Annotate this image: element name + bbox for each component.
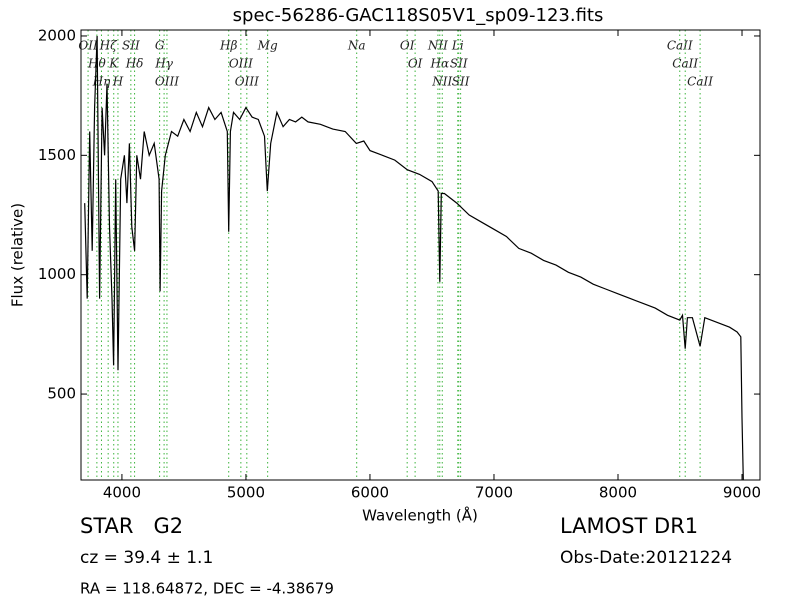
annotation-label: Hη <box>92 75 111 89</box>
y-tick-label: 500 <box>47 385 76 403</box>
annotation-label: CaII <box>672 57 698 71</box>
annotation-label: OIII <box>235 75 259 89</box>
plot-frame <box>80 29 761 481</box>
annotation-label: SII <box>452 75 470 89</box>
x-tick-label: 8000 <box>599 484 637 502</box>
annotation-label: SII <box>122 39 140 53</box>
annotation-label: OIII <box>155 75 179 89</box>
annotation-label: SII <box>450 57 468 71</box>
annotation-label: Hδ <box>125 57 144 71</box>
annotation-label: Hα <box>429 57 449 71</box>
annotation-label: Hγ <box>154 57 173 71</box>
object-class: STAR G2 <box>80 514 183 538</box>
annotation-label: Hβ <box>219 39 237 53</box>
annotation-label: G <box>155 39 165 53</box>
spectrum-line <box>84 35 744 480</box>
annotation-label: Mg <box>257 39 278 53</box>
annotation-label: Hζ <box>99 39 118 53</box>
y-tick-label: 1500 <box>38 146 76 164</box>
annotation-label: OI <box>400 39 415 53</box>
coordinates: RA = 118.64872, DEC = -4.38679 <box>80 580 334 598</box>
y-tick-label: 2000 <box>38 26 76 44</box>
annotation-label: OIII <box>229 57 253 71</box>
x-tick-label: 7000 <box>475 484 513 502</box>
chart-title: spec-56286-GAC118S05V1_sp09-123.fits <box>233 5 604 26</box>
survey: LAMOST DR1 <box>560 514 698 538</box>
x-tick-label: 4000 <box>103 484 141 502</box>
annotation-label: OII <box>78 39 98 53</box>
x-tick-label: 9000 <box>723 484 761 502</box>
x-tick-label: 6000 <box>351 484 389 502</box>
obs-date: Obs-Date:20121224 <box>560 548 732 568</box>
annotation-label: Li <box>451 39 464 53</box>
annotation-label: OI <box>408 57 423 71</box>
y-axis-label: Flux (relative) <box>9 203 27 307</box>
annotation-label: Na <box>347 39 366 53</box>
x-tick-label: 5000 <box>227 484 265 502</box>
annotation-label: H <box>112 75 124 89</box>
annotation-label: CaII <box>667 39 693 53</box>
annotation-label: K <box>108 57 119 71</box>
annotation-label: NII <box>431 75 452 89</box>
redshift: cz = 39.4 ± 1.1 <box>80 548 213 568</box>
x-axis-label: Wavelength (Å) <box>362 506 478 525</box>
y-tick-label: 1000 <box>38 265 76 283</box>
annotation-label: CaII <box>687 75 713 89</box>
annotation-label: NII <box>427 39 448 53</box>
